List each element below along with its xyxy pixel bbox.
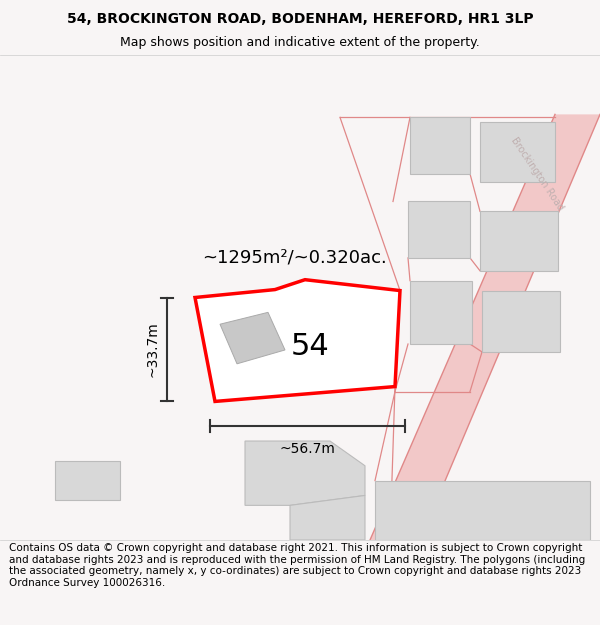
Polygon shape [375, 481, 590, 540]
Text: Brockington Road: Brockington Road [509, 135, 565, 212]
Polygon shape [290, 496, 365, 540]
Polygon shape [480, 122, 555, 182]
Polygon shape [195, 279, 400, 401]
Text: 54, BROCKINGTON ROAD, BODENHAM, HEREFORD, HR1 3LP: 54, BROCKINGTON ROAD, BODENHAM, HEREFORD… [67, 12, 533, 26]
Text: Map shows position and indicative extent of the property.: Map shows position and indicative extent… [120, 36, 480, 49]
Polygon shape [410, 118, 470, 174]
Text: ~33.7m: ~33.7m [145, 322, 159, 378]
Polygon shape [410, 281, 472, 344]
Polygon shape [482, 291, 560, 352]
Text: ~1295m²/~0.320ac.: ~1295m²/~0.320ac. [203, 249, 388, 267]
Polygon shape [55, 461, 120, 501]
Polygon shape [245, 441, 365, 506]
Polygon shape [220, 312, 285, 364]
Polygon shape [480, 211, 558, 271]
Polygon shape [370, 114, 600, 540]
Text: ~56.7m: ~56.7m [280, 442, 335, 456]
Text: Contains OS data © Crown copyright and database right 2021. This information is : Contains OS data © Crown copyright and d… [9, 543, 585, 588]
Polygon shape [408, 201, 470, 258]
Text: 54: 54 [290, 332, 329, 361]
